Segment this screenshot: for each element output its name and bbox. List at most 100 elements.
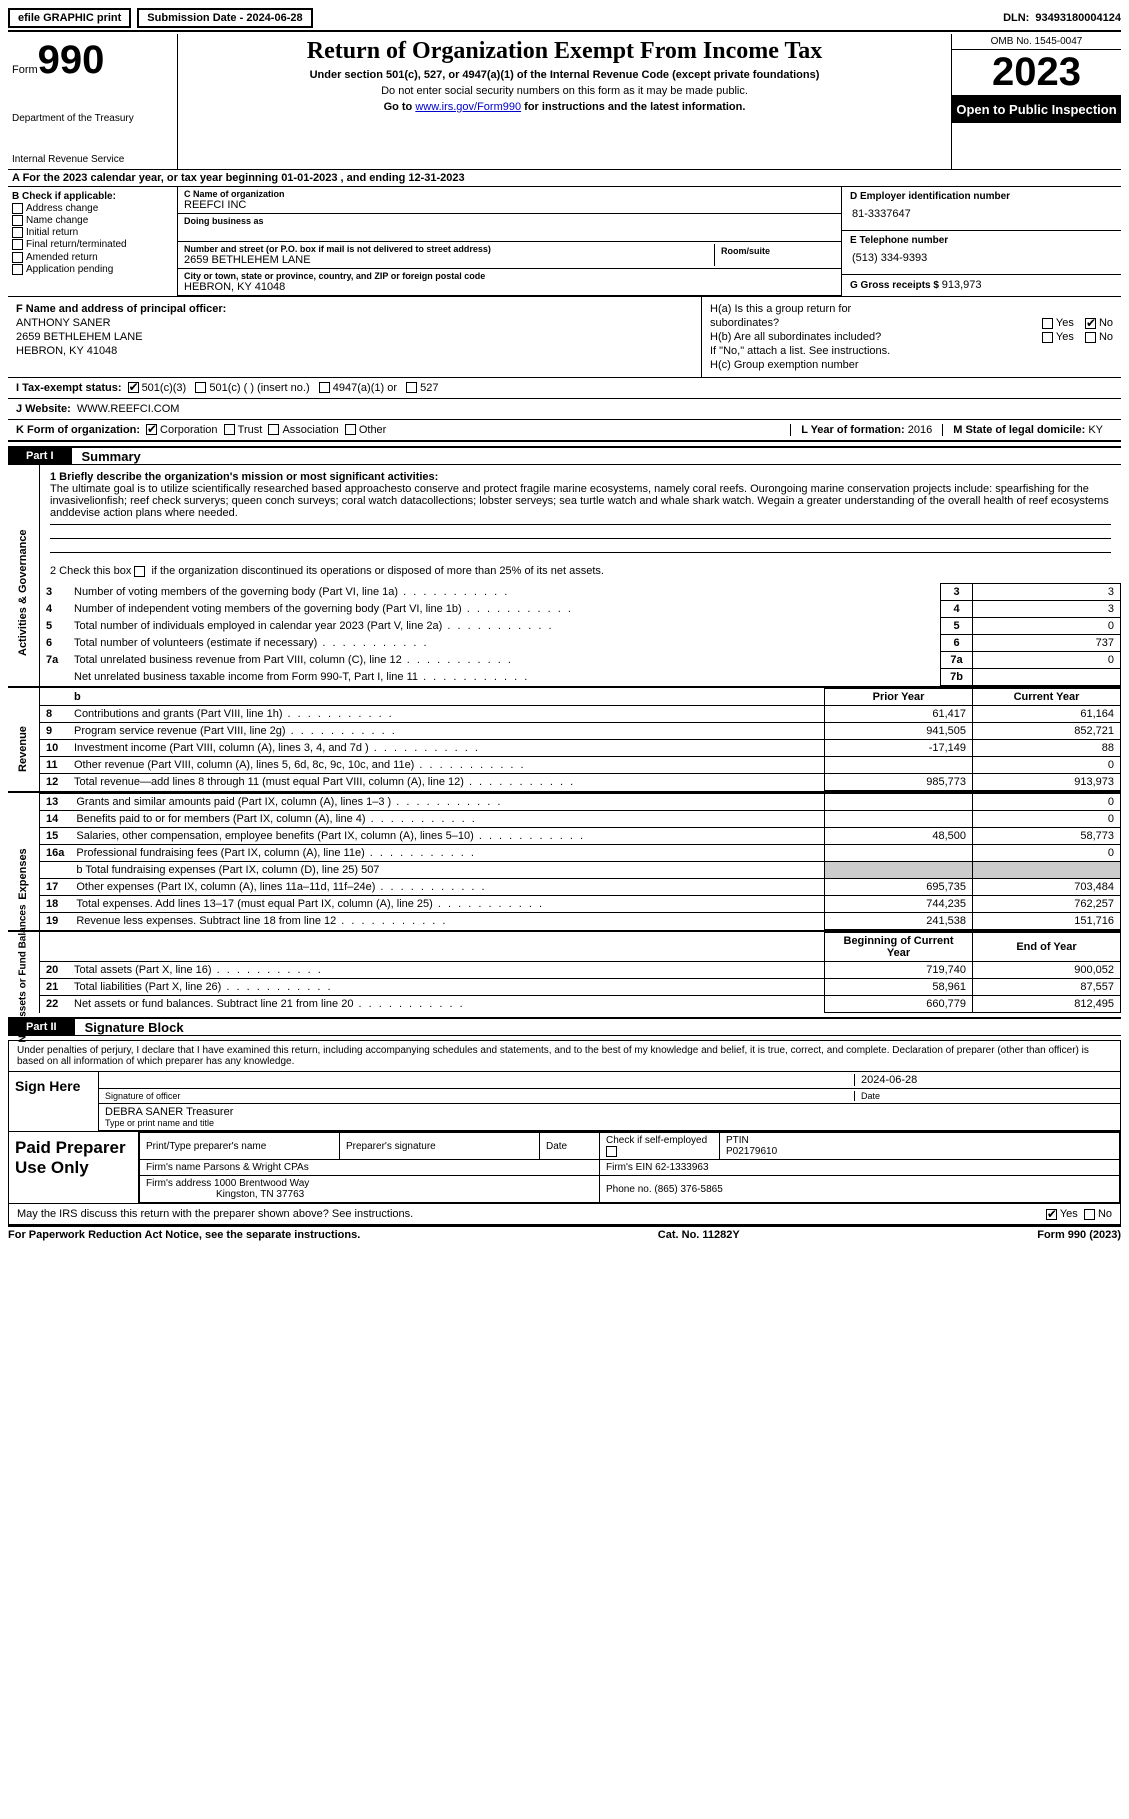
street-value: 2659 BETHLEHEM LANE bbox=[184, 254, 714, 266]
ha-yes: Yes bbox=[1056, 317, 1074, 329]
chk-name-change[interactable]: Name change bbox=[12, 215, 173, 226]
efile-print-button[interactable]: efile GRAPHIC print bbox=[8, 8, 131, 28]
city-box: City or town, state or province, country… bbox=[178, 269, 841, 296]
part2-title: Signature Block bbox=[75, 1020, 184, 1035]
chk-address-change[interactable]: Address change bbox=[12, 203, 173, 214]
period-line: A For the 2023 calendar year, or tax yea… bbox=[8, 170, 1121, 187]
discuss-yes: Yes bbox=[1060, 1208, 1078, 1220]
i-527-checkbox[interactable] bbox=[406, 382, 417, 393]
k-assoc-checkbox[interactable] bbox=[268, 424, 279, 435]
submission-date-box: Submission Date - 2024-06-28 bbox=[137, 8, 312, 28]
sign-here-label: Sign Here bbox=[9, 1072, 99, 1131]
discuss-line: May the IRS discuss this return with the… bbox=[9, 1203, 1120, 1224]
dln-value: 93493180004124 bbox=[1035, 12, 1121, 24]
j-label: J Website: bbox=[16, 403, 71, 415]
firm-name: Parsons & Wright CPAs bbox=[203, 1162, 308, 1173]
signature-block: Under penalties of perjury, I declare th… bbox=[8, 1040, 1121, 1225]
form-number: 990 bbox=[38, 38, 105, 82]
table-row: 10 Investment income (Part VIII, column … bbox=[40, 740, 1121, 757]
section-j: J Website: WWW.REEFCI.COM bbox=[8, 399, 1121, 420]
ptin-label: PTIN bbox=[726, 1135, 749, 1146]
firm-ein-label: Firm's EIN bbox=[606, 1162, 655, 1173]
discuss-text: May the IRS discuss this return with the… bbox=[17, 1208, 413, 1220]
paid-preparer-row: Paid Preparer Use Only Print/Type prepar… bbox=[9, 1131, 1120, 1203]
hb-text: H(b) Are all subordinates included? bbox=[710, 331, 881, 343]
j-website: WWW.REEFCI.COM bbox=[77, 403, 180, 415]
sign-here-row: Sign Here 2024-06-28 Signature of office… bbox=[9, 1072, 1120, 1131]
gross-value: 913,973 bbox=[942, 279, 982, 291]
sig-officer-label: Signature of officer bbox=[105, 1091, 180, 1101]
ha-yes-checkbox[interactable] bbox=[1042, 318, 1053, 329]
part1-tag: Part I bbox=[8, 448, 72, 464]
goto-note: Go to www.irs.gov/Form990 for instructio… bbox=[188, 101, 941, 113]
phone-box: E Telephone number (513) 334-9393 bbox=[842, 231, 1121, 275]
declaration-text: Under penalties of perjury, I declare th… bbox=[9, 1041, 1120, 1072]
dept-irs: Internal Revenue Service bbox=[12, 154, 173, 165]
street-box: Number and street (or P.O. box if mail i… bbox=[178, 242, 841, 269]
i-527: 527 bbox=[420, 382, 438, 394]
k-assoc: Association bbox=[282, 424, 338, 436]
ha-no-checkbox[interactable] bbox=[1085, 318, 1096, 329]
net-assets-section: Net Assets or Fund Balances Beginning of… bbox=[8, 930, 1121, 1013]
m-value: KY bbox=[1088, 424, 1103, 436]
form-label: Form bbox=[12, 64, 38, 76]
hb-no-checkbox[interactable] bbox=[1085, 332, 1096, 343]
i-4947-checkbox[interactable] bbox=[319, 382, 330, 393]
k-other-checkbox[interactable] bbox=[345, 424, 356, 435]
top-toolbar: efile GRAPHIC print Submission Date - 20… bbox=[8, 8, 1121, 32]
dln-label: DLN: bbox=[1003, 12, 1029, 24]
discuss-yes-checkbox[interactable] bbox=[1046, 1209, 1057, 1220]
section-fh: F Name and address of principal officer:… bbox=[8, 297, 1121, 378]
k-trust-checkbox[interactable] bbox=[224, 424, 235, 435]
k-label: K Form of organization: bbox=[16, 424, 140, 436]
chk-initial-return[interactable]: Initial return bbox=[12, 227, 173, 238]
ha-sub: subordinates? bbox=[710, 317, 779, 329]
table-row: 9 Program service revenue (Part VIII, li… bbox=[40, 723, 1121, 740]
city-value: HEBRON, KY 41048 bbox=[184, 281, 835, 293]
table-row: 3 Number of voting members of the govern… bbox=[40, 584, 1121, 601]
firm-ein: 62-1333963 bbox=[655, 1162, 708, 1173]
mission-block: 1 Briefly describe the organization's mi… bbox=[40, 465, 1121, 583]
pt-check-label: Check if self-employed bbox=[606, 1135, 707, 1146]
table-row: 6 Total number of volunteers (estimate i… bbox=[40, 635, 1121, 652]
i-4947: 4947(a)(1) or bbox=[333, 382, 397, 394]
goto-pre: Go to bbox=[384, 101, 416, 113]
header-mid: Return of Organization Exempt From Incom… bbox=[178, 34, 951, 169]
officer-name-title: DEBRA SANER Treasurer bbox=[105, 1106, 1114, 1118]
street-label: Number and street (or P.O. box if mail i… bbox=[184, 244, 714, 254]
irs-link[interactable]: www.irs.gov/Form990 bbox=[415, 101, 521, 113]
q2-pre: 2 Check this box bbox=[50, 565, 134, 577]
pt-sig-label: Preparer's signature bbox=[346, 1141, 436, 1152]
q2-checkbox[interactable] bbox=[134, 566, 145, 577]
k-corp-checkbox[interactable] bbox=[146, 424, 157, 435]
sig-date-label: Date bbox=[861, 1091, 880, 1101]
table-row: 14 Benefits paid to or for members (Part… bbox=[40, 811, 1121, 828]
activities-governance-section: Activities & Governance 1 Briefly descri… bbox=[8, 465, 1121, 686]
firm-addr1: 1000 Brentwood Way bbox=[214, 1178, 309, 1189]
firm-phone: (865) 376-5865 bbox=[654, 1184, 722, 1195]
i-501c: 501(c) ( ) (insert no.) bbox=[209, 382, 309, 394]
q2-line: 2 Check this box if the organization dis… bbox=[50, 565, 1111, 577]
paid-preparer-label: Paid Preparer Use Only bbox=[9, 1132, 139, 1203]
table-row: 22 Net assets or fund balances. Subtract… bbox=[40, 996, 1121, 1013]
chk-pending[interactable]: Application pending bbox=[12, 264, 173, 275]
hb-yes: Yes bbox=[1056, 331, 1074, 343]
table-row: 8 Contributions and grants (Part VIII, l… bbox=[40, 706, 1121, 723]
discuss-no-checkbox[interactable] bbox=[1084, 1209, 1095, 1220]
hb-line: H(b) Are all subordinates included? Yes … bbox=[710, 331, 1113, 343]
k-other: Other bbox=[359, 424, 387, 436]
phone-value: (513) 334-9393 bbox=[850, 246, 1113, 270]
omb-number: OMB No. 1545-0047 bbox=[952, 34, 1121, 50]
chk-amended[interactable]: Amended return bbox=[12, 252, 173, 263]
chk-final-return[interactable]: Final return/terminated bbox=[12, 239, 173, 250]
footer-right: Form 990 (2023) bbox=[1037, 1229, 1121, 1241]
self-employed-checkbox[interactable] bbox=[606, 1146, 617, 1157]
ein-value: 81-3337647 bbox=[850, 202, 1113, 226]
hb-yes-checkbox[interactable] bbox=[1042, 332, 1053, 343]
page-footer: For Paperwork Reduction Act Notice, see … bbox=[8, 1225, 1121, 1241]
room-label: Room/suite bbox=[721, 246, 829, 256]
ein-label: D Employer identification number bbox=[850, 191, 1113, 202]
org-name-label: C Name of organization bbox=[184, 189, 835, 199]
i-501c3-checkbox[interactable] bbox=[128, 382, 139, 393]
i-501c-checkbox[interactable] bbox=[195, 382, 206, 393]
